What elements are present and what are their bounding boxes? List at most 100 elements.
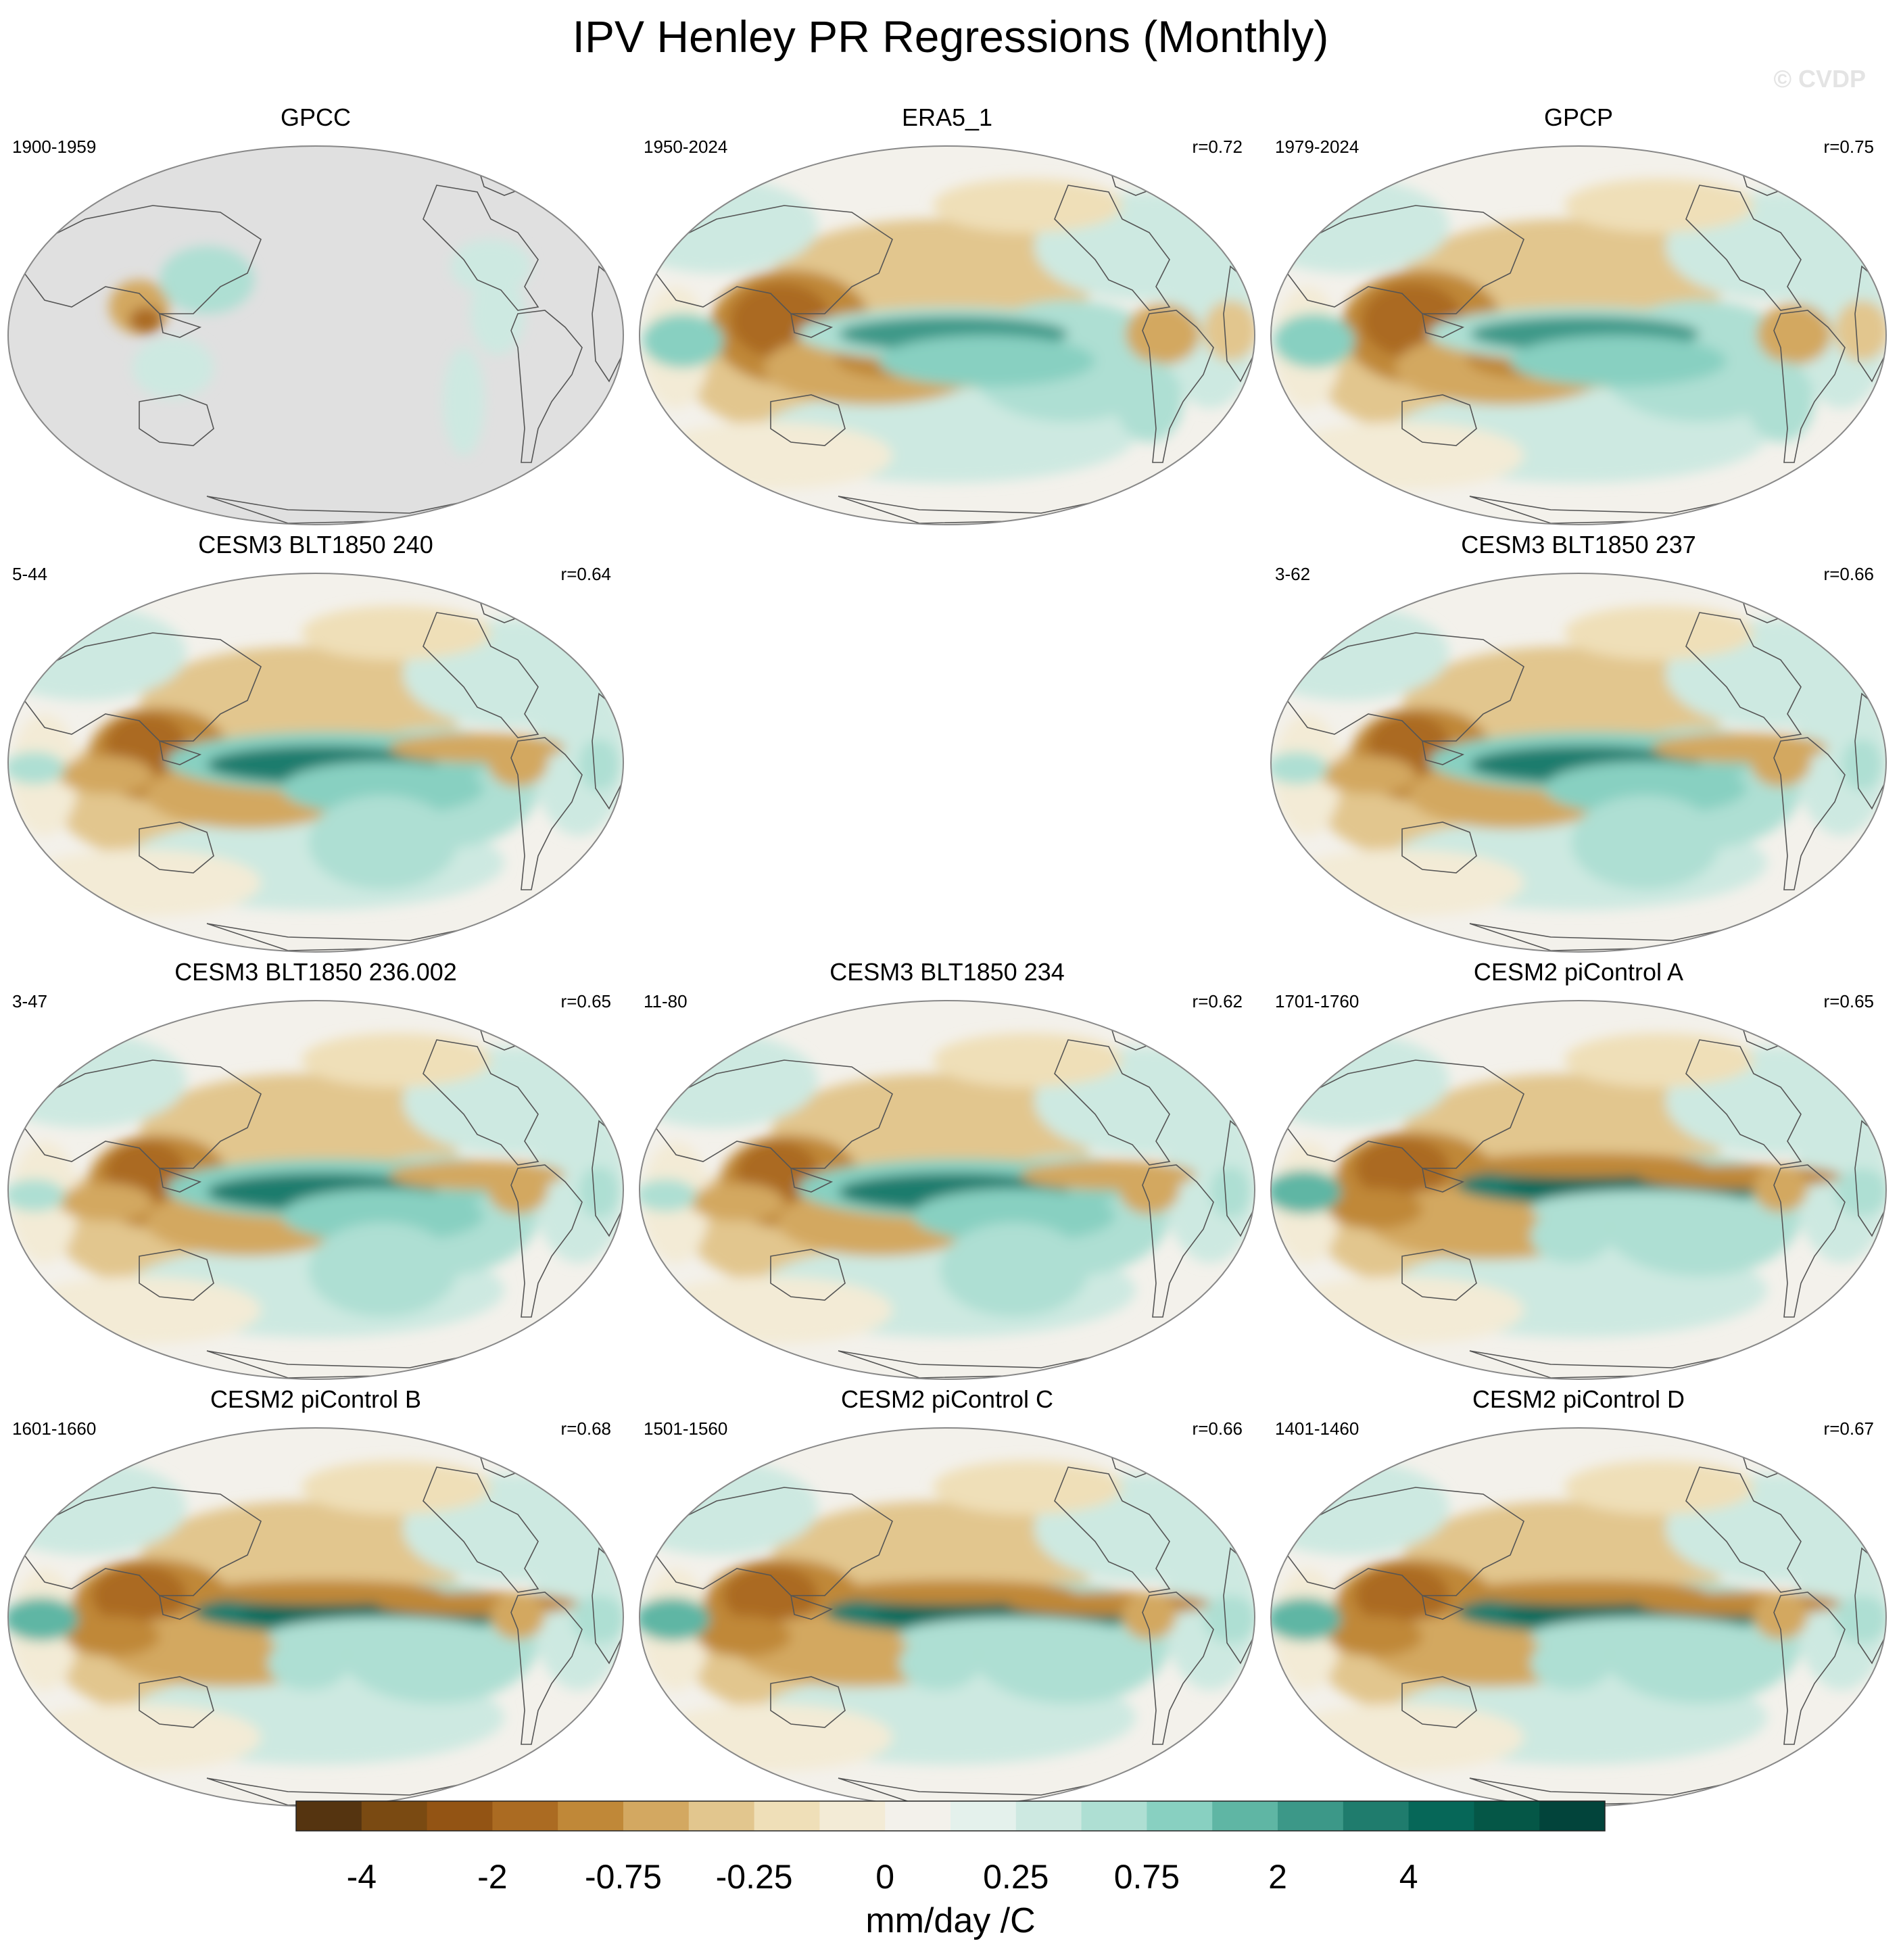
- anomaly-patch: [1747, 361, 1814, 442]
- anomaly-patch: [1531, 1209, 1612, 1263]
- anomaly-patch: [1564, 178, 1754, 233]
- colorbar-tick: -0.75: [585, 1858, 662, 1896]
- map-cesm3-236: [7, 1000, 624, 1380]
- anomaly-patch: [1203, 300, 1255, 361]
- anomaly-patch: [531, 1101, 623, 1263]
- anomaly-patch: [1274, 314, 1355, 368]
- anomaly-patch: [18, 1276, 261, 1344]
- anomaly-patch: [302, 1460, 491, 1514]
- anomaly-patch: [1544, 761, 1747, 815]
- anomaly-patch: [913, 1189, 1115, 1243]
- panel-title: CESM3 BLT1850 237: [1461, 531, 1696, 558]
- anomaly-patch: [690, 1183, 784, 1221]
- panel-cesm3-237: CESM3 BLT1850 237 3-62 r=0.66: [1263, 531, 1894, 953]
- anomaly-patch: [1280, 422, 1524, 489]
- panel-title: GPCC: [280, 103, 351, 131]
- anomaly-patch: [1754, 1592, 1808, 1640]
- anomaly-patch: [1210, 1166, 1251, 1218]
- anomaly-patch: [443, 348, 484, 456]
- anomaly-patch: [1271, 1598, 1341, 1641]
- anomaly-patch: [933, 1460, 1122, 1514]
- panel-period: 5-44: [12, 564, 48, 584]
- panel-title: GPCP: [1543, 103, 1614, 131]
- anomaly-patch: [649, 1704, 892, 1771]
- anomaly-patch: [18, 1704, 261, 1771]
- anomaly-patch: [487, 1163, 548, 1214]
- map-border: [1270, 1000, 1887, 1380]
- anomaly-patch: [200, 1580, 443, 1604]
- anomaly-patch: [8, 1179, 65, 1212]
- anomaly-patch: [58, 756, 153, 794]
- anomaly-patch: [1564, 606, 1754, 660]
- map-border: [7, 1000, 624, 1380]
- panel-period: 1979-2024: [1275, 137, 1359, 157]
- panel-period: 11-80: [644, 991, 688, 1011]
- anomaly-patch: [268, 1636, 349, 1690]
- panel-cesm3-234: CESM3 BLT1850 234 11-80 r=0.62: [631, 958, 1263, 1381]
- panel-cesm2-b: CESM2 piControl B 1601-1660 r=0.68: [0, 1385, 631, 1808]
- colorbar-tick: 2: [1268, 1858, 1287, 1896]
- anomaly-patch: [1271, 752, 1328, 784]
- anomaly-patch: [308, 795, 457, 890]
- colorbar-tick: 0: [875, 1858, 895, 1896]
- panel-period: 3-47: [12, 991, 48, 1011]
- panel-correlation: r=0.64: [560, 564, 611, 584]
- anomaly-patch: [1463, 1153, 1706, 1177]
- anomaly-patch: [1510, 335, 1727, 387]
- map-border: [1270, 145, 1887, 525]
- panel-correlation: r=0.65: [1823, 991, 1874, 1011]
- panel-title: CESM3 BLT1850 240: [198, 531, 433, 558]
- anomaly-patch: [723, 1565, 818, 1626]
- panel-cesm3-236: CESM3 BLT1850 236.002 3-47 r=0.65: [0, 958, 631, 1381]
- anomaly-patch: [1463, 1580, 1706, 1604]
- panel-correlation: r=0.68: [560, 1418, 611, 1439]
- anomaly-patch: [1163, 1101, 1255, 1263]
- copyright-watermark: © CVDP: [1773, 65, 1866, 93]
- field-cesm2-a: [1271, 1001, 1886, 1379]
- panel-cesm2-c: CESM2 piControl C 1501-1560 r=0.66: [631, 1385, 1263, 1808]
- map-border: [7, 145, 624, 525]
- anomaly-patch: [1280, 849, 1524, 917]
- panel-title: CESM3 BLT1850 234: [829, 958, 1065, 986]
- anomaly-patch: [572, 1596, 623, 1643]
- anomaly-patch: [281, 1189, 484, 1243]
- anomaly-patch: [8, 1598, 78, 1641]
- anomaly-patch: [302, 606, 491, 660]
- map-cesm3-234: [639, 1000, 1255, 1380]
- map-cesm2-d: [1270, 1427, 1887, 1807]
- panel-correlation: r=0.66: [1823, 564, 1874, 584]
- anomaly-patch: [450, 239, 531, 293]
- map-cesm2-c: [639, 1427, 1255, 1807]
- anomaly-patch: [58, 1183, 153, 1221]
- panel-period: 1701-1760: [1275, 991, 1359, 1011]
- panel-title: ERA5_1: [901, 103, 993, 131]
- anomaly-patch: [579, 1166, 619, 1218]
- anomaly-patch: [1115, 361, 1183, 442]
- anomaly-patch: [1571, 795, 1720, 890]
- anomaly-patch: [1328, 1616, 1422, 1656]
- anomaly-patch: [832, 1580, 1075, 1604]
- anomaly-patch: [1328, 1189, 1422, 1229]
- anomaly-patch: [1355, 1565, 1449, 1626]
- anomaly-patch: [1119, 1163, 1180, 1214]
- figure-title: IPV Henley PR Regressions (Monthly): [572, 11, 1329, 62]
- anomaly-patch: [649, 422, 892, 489]
- anomaly-patch: [940, 1222, 1088, 1317]
- panel-cesm2-a: CESM2 piControl A 1701-1760 r=0.65: [1263, 958, 1894, 1381]
- anomaly-patch: [899, 1636, 980, 1690]
- field-gpcp: [1271, 146, 1886, 525]
- colorbar-label: mm/day /C: [865, 1901, 1036, 1940]
- anomaly-patch: [933, 178, 1122, 233]
- anomaly-patch: [18, 849, 261, 917]
- panel-correlation: r=0.72: [1192, 137, 1243, 157]
- anomaly-patch: [531, 673, 623, 836]
- anomaly-patch: [133, 337, 214, 398]
- panel-correlation: r=0.65: [560, 991, 611, 1011]
- anomaly-patch: [471, 273, 525, 354]
- field-cesm2-d: [1271, 1428, 1886, 1807]
- field-cesm3-234: [640, 1001, 1255, 1379]
- panel-cesm2-d: CESM2 piControl D 1401-1460 r=0.67: [1263, 1385, 1894, 1808]
- field-cesm3-240: [8, 573, 623, 952]
- anomaly-patch: [491, 1592, 545, 1640]
- anomaly-patch: [1122, 1592, 1176, 1640]
